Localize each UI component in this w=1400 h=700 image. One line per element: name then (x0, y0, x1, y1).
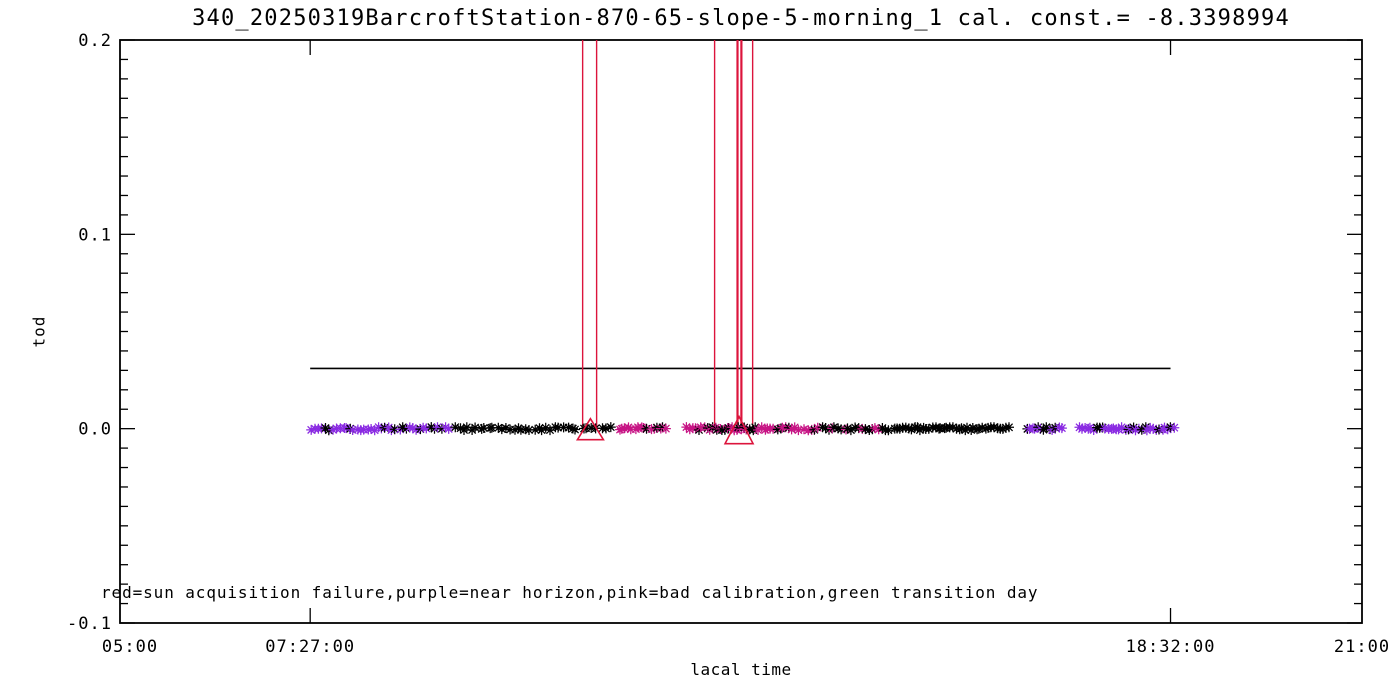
svg-text:-0.1: -0.1 (67, 614, 112, 634)
x-axis-title: lacal time (690, 660, 792, 679)
y-axis-ticks (120, 39, 1362, 624)
svg-text:0.1: 0.1 (78, 225, 112, 245)
y-axis-tick-labels: -0.1 0.0 0.1 0.2 (67, 31, 112, 634)
svg-text:18:32:00: 18:32:00 (1126, 637, 1216, 657)
svg-text:0.2: 0.2 (78, 31, 112, 51)
x-axis-ticks (309, 40, 1172, 623)
chart-title: 340_20250319BarcroftStation-870-65-slope… (192, 6, 1290, 31)
failure-vlines (581, 40, 754, 429)
failure-triangles (575, 414, 755, 445)
x-axis-tick-labels: 05:00 07:27:00 18:32:00 21:00 (102, 637, 1390, 657)
svg-text:05:00: 05:00 (102, 637, 158, 657)
data-points (306, 422, 1180, 436)
svg-text:21:00: 21:00 (1334, 637, 1390, 657)
svg-text:07:27:00: 07:27:00 (265, 637, 355, 657)
legend-note: red=sun acquisition failure,purple=near … (101, 583, 1039, 602)
svg-text:0.0: 0.0 (78, 420, 112, 440)
